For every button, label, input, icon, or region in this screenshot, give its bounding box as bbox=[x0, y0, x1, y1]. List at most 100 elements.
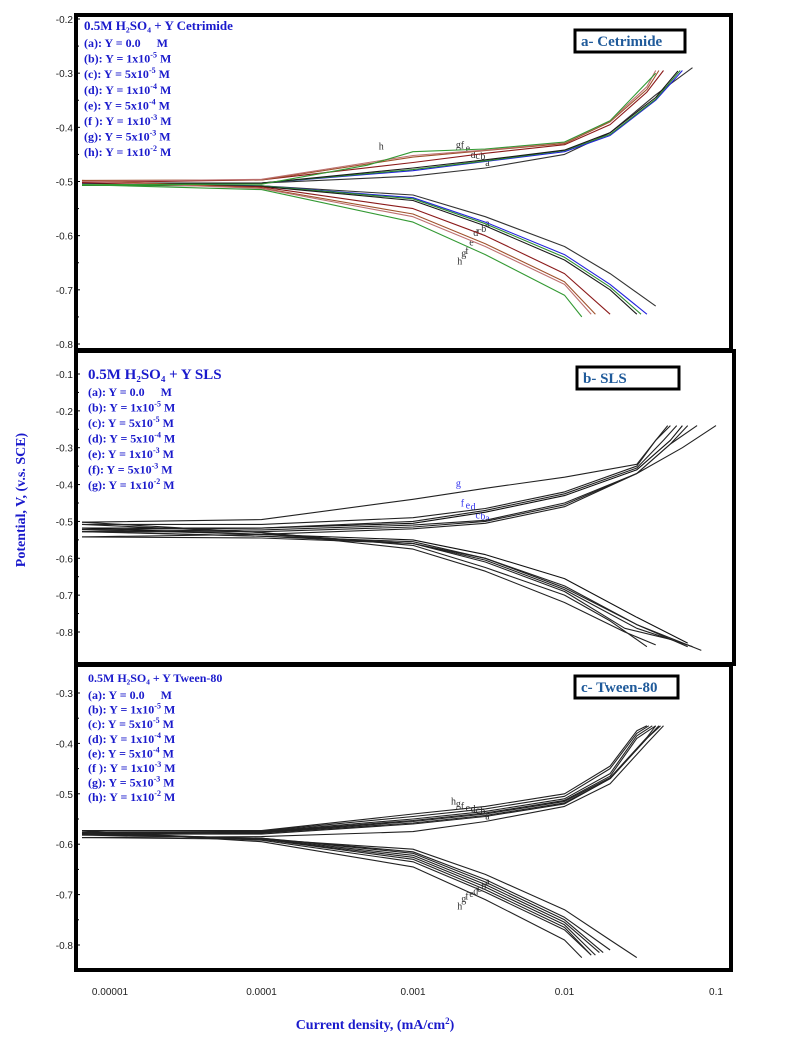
legend-item: (e): Y = 5x10-4 M bbox=[84, 97, 170, 112]
curve-label-e-cathodic: e bbox=[469, 238, 474, 249]
panel-c: -0.3-0.4-0.5-0.6-0.7-0.8aabbccddeeffgghh… bbox=[56, 663, 733, 972]
panel-a: -0.2-0.3-0.4-0.5-0.6-0.7-0.8aabbccddeeff… bbox=[56, 13, 733, 352]
curve-label-g-cathodic: g bbox=[461, 249, 466, 260]
curve-label-g: g bbox=[456, 140, 461, 151]
legend-title: 0.5M H₂SO₄ + Y Cetrimide bbox=[84, 18, 233, 33]
x-tick-label: 0.001 bbox=[400, 987, 425, 998]
y-tick-label: -0.6 bbox=[56, 840, 74, 851]
curve-label-d-cathodic: d bbox=[473, 228, 478, 239]
panels: -0.2-0.3-0.4-0.5-0.6-0.7-0.8aabbccddeeff… bbox=[56, 13, 736, 972]
y-tick-label: -0.1 bbox=[56, 370, 74, 381]
legend-title: 0.5M H₂SO₄ + Y SLS bbox=[88, 367, 222, 383]
y-tick-label: -0.4 bbox=[56, 481, 74, 492]
curve-f-anodic bbox=[81, 70, 660, 181]
y-tick-label: -0.3 bbox=[56, 69, 74, 80]
legend-item: (g): Y = 5x10-3 M bbox=[88, 775, 175, 790]
curve-e-anodic bbox=[81, 70, 664, 184]
curve-a-anodic bbox=[81, 425, 717, 538]
legend-item: (a): Y = 0.0 M bbox=[88, 385, 172, 399]
curve-label-c: c bbox=[475, 805, 480, 816]
legend-item: (d): Y = 5x10-4 M bbox=[88, 431, 175, 446]
legend-item: (e): Y = 5x10-4 M bbox=[88, 745, 174, 760]
curve-c-cathodic bbox=[81, 530, 688, 648]
legend: 0.5M H₂SO₄ + Y Tween-80 (a): Y = 0.0 M(b):… bbox=[88, 671, 222, 804]
curve-label-b-cathodic: b bbox=[481, 224, 486, 235]
curve-a-anodic bbox=[81, 725, 664, 839]
curve-e-cathodic bbox=[81, 528, 671, 640]
y-tick-label: -0.5 bbox=[56, 517, 74, 528]
curve-f-cathodic bbox=[81, 179, 596, 315]
curve-label-f: f bbox=[461, 141, 465, 152]
legend-item: (g): Y = 1x10-2 M bbox=[88, 477, 175, 492]
panel-label-box bbox=[573, 674, 680, 700]
legend-item: (b): Y = 1x10-5 M bbox=[88, 702, 175, 717]
panel-label: b- SLS bbox=[583, 371, 627, 387]
curve-label-d-cathodic: d bbox=[473, 887, 478, 898]
curve-label-e: e bbox=[466, 143, 471, 154]
panel-label: c- Tween-80 bbox=[581, 680, 658, 696]
curve-d-anodic bbox=[81, 725, 657, 834]
y-tick-label: -0.5 bbox=[56, 178, 74, 189]
curve-label-h-cathodic: h bbox=[457, 257, 462, 268]
y-ticks: -0.1 -0.2 -0.3 -0.4 -0.5 -0.6 -0.7 -0.8 bbox=[56, 370, 80, 639]
legend-item: (f ): Y = 1x10-3 M bbox=[84, 113, 172, 128]
y-axis-title: Potential, V, (v.s. SCE) bbox=[14, 432, 29, 567]
panel-b: -0.1-0.2-0.3-0.4-0.5-0.6-0.7-0.8abcdefg0… bbox=[56, 349, 736, 666]
legend-item: (d): Y = 1x10-4 M bbox=[88, 731, 175, 746]
x-axis-title: Current density, (mA/cm2) bbox=[296, 1016, 455, 1033]
curve-label-f: f bbox=[461, 499, 465, 510]
legend: 0.5M H₂SO₄ + Y Cetrimide (a): Y = 0.0 M(b)… bbox=[84, 18, 233, 159]
legend-item: (h): Y = 1x10-2 M bbox=[84, 144, 171, 159]
curve-label-a: a bbox=[485, 513, 490, 524]
curve-label-h: h bbox=[451, 796, 456, 807]
curve-g-cathodic bbox=[81, 521, 656, 646]
curve-label-b-cathodic: b bbox=[481, 881, 486, 892]
curve-f-cathodic bbox=[81, 831, 592, 956]
y-tick-label: -0.2 bbox=[56, 407, 74, 418]
curve-c-cathodic bbox=[81, 184, 642, 315]
curve-d-anodic bbox=[82, 70, 679, 184]
curve-a-anodic bbox=[81, 67, 693, 186]
curve-f-anodic bbox=[81, 725, 653, 833]
y-tick-label: -0.3 bbox=[56, 689, 74, 700]
legend-item: (e): Y = 1x10-3 M bbox=[88, 446, 174, 461]
curve-h-anodic bbox=[82, 725, 648, 832]
y-tick-label: -0.3 bbox=[56, 444, 74, 455]
curve-label-f-cathodic: f bbox=[465, 246, 469, 257]
legend-item: (f): Y = 5x10-3 M bbox=[88, 462, 173, 477]
y-tick-label: -0.7 bbox=[56, 591, 74, 602]
legend-item: (g): Y = 5x10-3 M bbox=[84, 129, 171, 144]
curve-label-g: g bbox=[456, 799, 461, 810]
legend-item: (b): Y = 1x10-5 M bbox=[84, 51, 171, 66]
y-tick-label: -0.4 bbox=[56, 739, 74, 750]
y-ticks: -0.3 -0.4 -0.5 -0.6 -0.7 -0.8 bbox=[56, 689, 80, 952]
panel-frame bbox=[74, 13, 733, 352]
x-tick-label: 0.01 bbox=[555, 987, 575, 998]
curve-g-anodic bbox=[81, 70, 657, 183]
curve-label-f: f bbox=[461, 801, 465, 812]
curve-e-anodic bbox=[81, 725, 657, 835]
curve-g-anodic bbox=[81, 725, 650, 834]
legend-item: (c): Y = 5x10-5 M bbox=[88, 716, 174, 731]
curve-label-a: a bbox=[485, 812, 490, 823]
panel-label-box bbox=[575, 365, 681, 391]
curve-label-c-cathodic: c bbox=[477, 226, 482, 237]
curve-label-d: d bbox=[471, 804, 476, 815]
x-tick-label: 0.1 bbox=[709, 987, 723, 998]
panel-label: a- Cetrimide bbox=[581, 34, 663, 50]
y-tick-label: -0.5 bbox=[56, 790, 74, 801]
y-tick-label: -0.8 bbox=[56, 340, 74, 351]
y-tick-label: -0.8 bbox=[56, 628, 74, 639]
curve-label-c: c bbox=[475, 151, 480, 162]
legend-item: (d): Y = 1x10-4 M bbox=[84, 82, 171, 97]
y-tick-label: -0.2 bbox=[56, 15, 74, 26]
legend-item: (c): Y = 5x10-5 M bbox=[88, 415, 174, 430]
legend-item: (h): Y = 1x10-2 M bbox=[88, 789, 175, 804]
panel-label-box bbox=[573, 28, 687, 54]
x-tick-labels: 0.00001 0.0001 0.001 0.01 0.1 bbox=[92, 987, 723, 998]
legend-title: 0.5M H₂SO₄ + Y Tween-80 bbox=[88, 671, 222, 685]
curve-h-cathodic bbox=[81, 184, 583, 318]
